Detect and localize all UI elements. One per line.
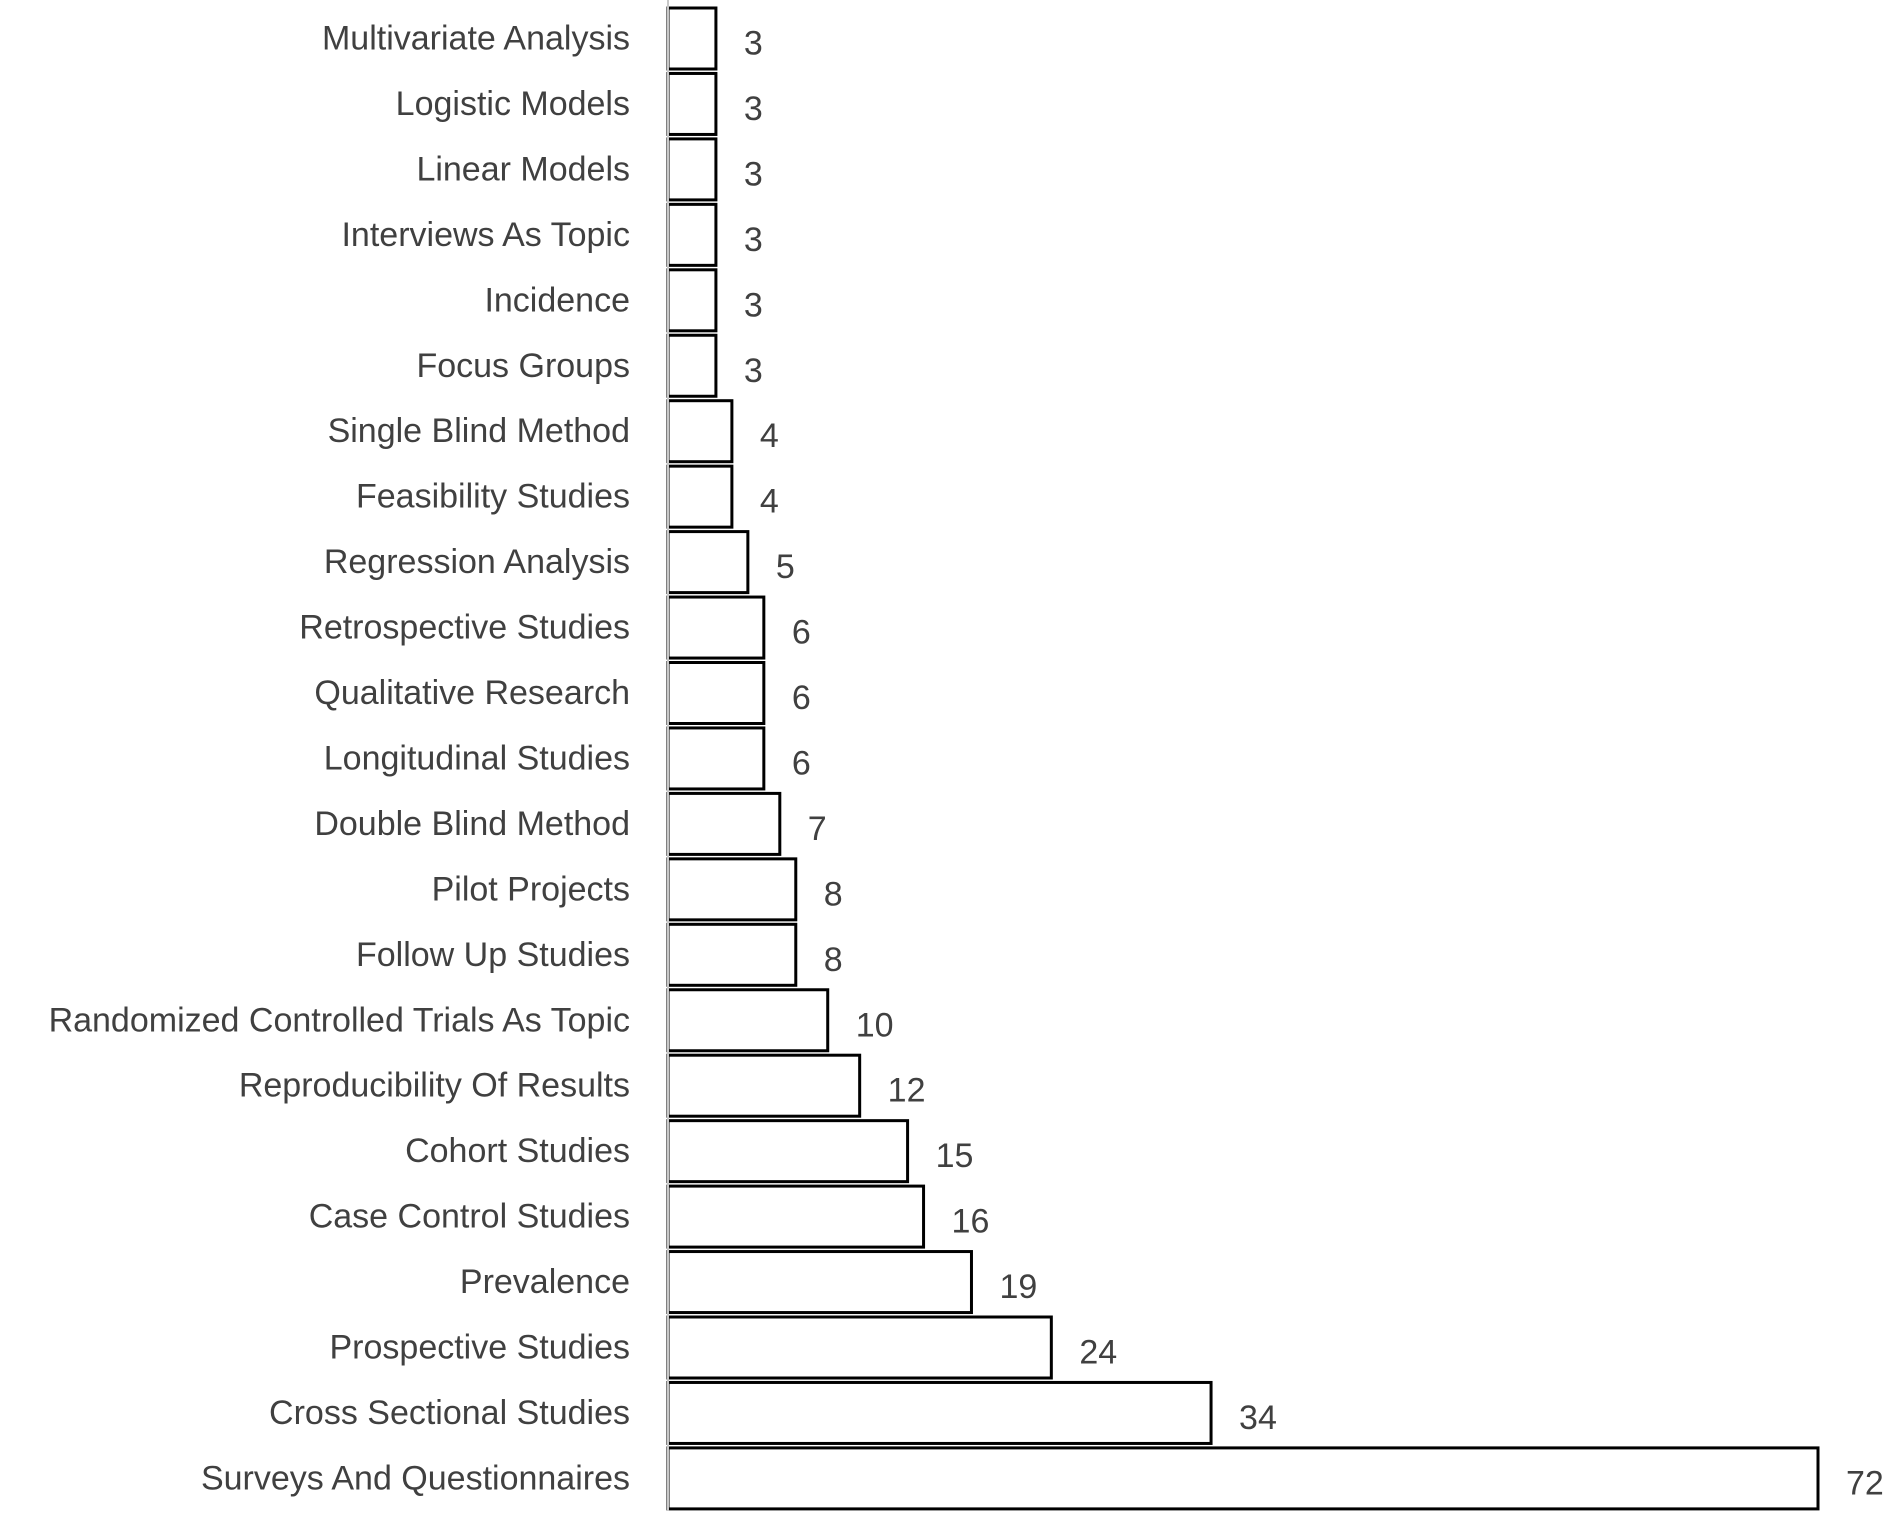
data-label: 24 — [1079, 1334, 1117, 1372]
category-label: Reproducibility Of Results — [239, 1067, 630, 1105]
bar — [666, 922, 798, 987]
bar — [666, 530, 750, 595]
category-label: Linear Models — [416, 150, 630, 188]
data-label: 16 — [952, 1203, 990, 1241]
category-label: Incidence — [484, 281, 630, 319]
bar — [666, 1380, 1213, 1445]
bar — [666, 333, 718, 398]
category-label: Pilot Projects — [432, 870, 630, 908]
bars-layer — [666, 6, 1820, 1511]
bar — [666, 857, 798, 922]
labels-layer: Multivariate Analysis 3 Logistic Models 3 Li… — [49, 20, 1884, 1503]
data-label: 5 — [776, 548, 795, 586]
data-label: 10 — [856, 1006, 894, 1044]
category-label: Follow Up Studies — [356, 936, 630, 974]
bar — [666, 988, 830, 1053]
category-label: Cohort Studies — [405, 1132, 630, 1170]
data-label: 3 — [744, 90, 763, 128]
data-label: 19 — [999, 1268, 1037, 1306]
data-label: 6 — [792, 679, 811, 717]
bar — [666, 268, 718, 333]
category-label: Prospective Studies — [330, 1329, 631, 1367]
data-label: 15 — [936, 1137, 974, 1175]
category-label: Single Blind Method — [328, 412, 630, 450]
bar — [666, 399, 734, 464]
category-label: Feasibility Studies — [356, 478, 630, 516]
category-label: Retrospective Studies — [299, 609, 630, 647]
category-label: Prevalence — [460, 1263, 630, 1301]
bar — [666, 726, 766, 791]
bar — [666, 6, 718, 71]
category-label: Surveys And Questionnaires — [201, 1459, 630, 1497]
bar — [666, 595, 766, 660]
data-label: 3 — [744, 221, 763, 259]
data-label: 8 — [824, 875, 843, 913]
bar — [666, 1119, 910, 1184]
data-label: 72 — [1846, 1464, 1884, 1502]
data-label: 3 — [744, 155, 763, 193]
category-label: Interviews As Topic — [341, 216, 630, 254]
category-label: Logistic Models — [396, 85, 630, 123]
bar — [666, 661, 766, 725]
category-label: Double Blind Method — [314, 805, 630, 843]
data-label: 7 — [808, 810, 827, 848]
bar — [666, 464, 734, 529]
category-label: Multivariate Analysis — [322, 20, 630, 58]
data-label: 34 — [1239, 1399, 1277, 1437]
data-label: 12 — [888, 1072, 926, 1110]
data-label: 4 — [760, 483, 779, 521]
bar — [666, 1315, 1053, 1380]
bar — [666, 137, 718, 202]
category-label: Qualitative Research — [314, 674, 630, 712]
category-label: Randomized Controlled Trials As Topic — [49, 1001, 630, 1039]
bar — [666, 71, 718, 136]
category-label: Regression Analysis — [324, 543, 630, 581]
bar — [666, 1053, 862, 1118]
data-label: 3 — [744, 286, 763, 324]
bar — [666, 202, 718, 267]
category-label: Case Control Studies — [309, 1198, 630, 1236]
bar — [666, 1250, 973, 1315]
data-label: 4 — [760, 417, 779, 455]
data-label: 3 — [744, 352, 763, 390]
data-label: 6 — [792, 744, 811, 782]
category-label: Cross Sectional Studies — [269, 1394, 630, 1432]
bar — [666, 1184, 926, 1249]
data-label: 3 — [744, 25, 763, 63]
bar — [666, 791, 782, 856]
bar — [666, 1446, 1820, 1511]
category-label: Focus Groups — [416, 347, 630, 385]
data-label: 8 — [824, 941, 843, 979]
category-label: Longitudinal Studies — [324, 739, 630, 777]
data-label: 6 — [792, 614, 811, 652]
